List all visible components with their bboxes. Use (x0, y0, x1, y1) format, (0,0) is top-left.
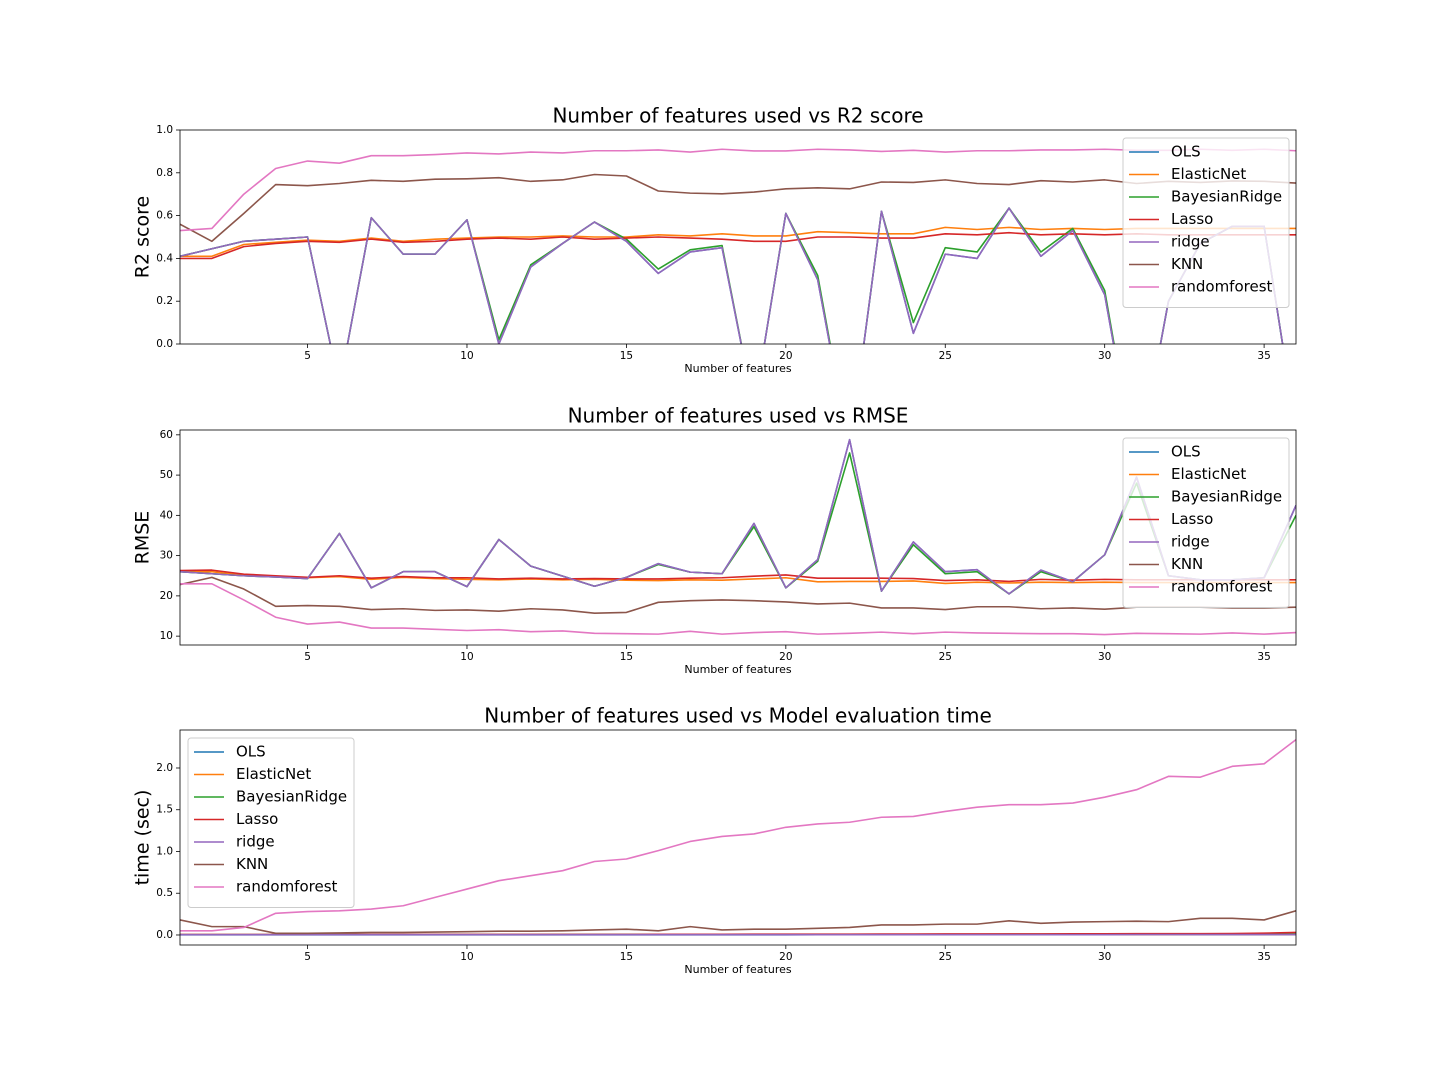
axes-frame (179, 429, 1297, 646)
y-axis-label: time (sec) (132, 790, 154, 886)
y-tick-label: 30 (160, 550, 173, 562)
x-axis-label: Number of features (684, 963, 791, 976)
x-tick-label: 5 (304, 350, 311, 362)
legend-label: ridge (1171, 233, 1210, 251)
legend-label: randomforest (1171, 578, 1273, 596)
axes-frame (179, 129, 1297, 345)
y-tick-label: 10 (160, 630, 173, 642)
y-axis-label: R2 score (132, 196, 154, 278)
x-tick-label: 25 (939, 951, 952, 963)
x-tick-label: 10 (460, 651, 473, 663)
y-tick-label: 20 (160, 590, 173, 602)
subplot: Number of features used vs R2 score Numbe… (132, 104, 1297, 375)
chart-title: Number of features used vs Model evaluat… (484, 704, 992, 728)
legend-label: BayesianRidge (236, 788, 347, 806)
series-line (180, 738, 1296, 932)
x-tick-label: 20 (779, 951, 792, 963)
chart-title: Number of features used vs RMSE (568, 404, 909, 428)
y-tick-label: 0.0 (156, 929, 173, 941)
series-line (180, 576, 1296, 614)
y-tick-label: 0.5 (156, 887, 173, 899)
y-tick-label: 0.0 (156, 338, 173, 350)
axes-frame (179, 729, 1297, 946)
legend-label: ridge (236, 833, 275, 851)
y-tick-label: 0.4 (156, 252, 173, 264)
legend-label: KNN (236, 855, 268, 873)
series-line (180, 910, 1296, 935)
x-axis-label: Number of features (684, 362, 791, 375)
legend-label: ElasticNet (1171, 465, 1246, 483)
x-tick-label: 35 (1257, 350, 1270, 362)
y-tick-label: 1.5 (156, 804, 173, 816)
y-tick-label: 60 (160, 429, 173, 441)
legend-label: KNN (1171, 255, 1203, 273)
legend-box (1122, 437, 1290, 608)
x-tick-label: 20 (779, 651, 792, 663)
x-tick-label: 20 (779, 350, 792, 362)
x-tick-label: 25 (939, 350, 952, 362)
series-line (180, 438, 1296, 595)
y-tick-label: 50 (160, 469, 173, 481)
series-line (180, 583, 1296, 636)
plot-area (180, 148, 1296, 344)
legend-label: BayesianRidge (1171, 488, 1282, 506)
x-tick-label: 15 (620, 350, 633, 362)
legend-label: ElasticNet (1171, 165, 1246, 183)
y-tick-label: 0.6 (156, 210, 173, 222)
y-tick-label: 1.0 (156, 124, 173, 136)
legend-label: ridge (1171, 533, 1210, 551)
legend-label: KNN (1171, 555, 1203, 573)
legend-label: ElasticNet (236, 765, 311, 783)
y-tick-label: 1.0 (156, 845, 173, 857)
legend: OLS ElasticNet BayesianRidge Lasso ridge KNN r… (187, 737, 355, 908)
y-axis-label: RMSE (132, 511, 154, 565)
legend-label: Lasso (236, 810, 278, 828)
x-tick-label: 30 (1098, 350, 1111, 362)
x-tick-label: 10 (460, 951, 473, 963)
legend-label: Lasso (1171, 510, 1213, 528)
chart-title: Number of features used vs R2 score (552, 104, 923, 128)
plot-area (180, 438, 1296, 636)
legend-label: BayesianRidge (1171, 188, 1282, 206)
x-tick-label: 5 (304, 951, 311, 963)
x-tick-label: 15 (620, 651, 633, 663)
y-tick-label: 2.0 (156, 762, 173, 774)
legend-label: OLS (1171, 443, 1201, 461)
y-tick-label: 40 (160, 509, 173, 521)
x-tick-label: 25 (939, 651, 952, 663)
x-tick-label: 15 (620, 951, 633, 963)
y-tick-label: 0.2 (156, 295, 173, 307)
legend: OLS ElasticNet BayesianRidge Lasso ridge KNN r… (1122, 437, 1290, 608)
plot-area (180, 738, 1296, 936)
legend-label: OLS (1171, 143, 1201, 161)
legend-label: randomforest (1171, 278, 1273, 296)
legend-box (1122, 137, 1290, 308)
legend-label: Lasso (1171, 210, 1213, 228)
series-line (180, 148, 1296, 232)
subplot: Number of features used vs RMSE Number of… (132, 404, 1297, 676)
series-line (180, 226, 1296, 258)
x-tick-label: 30 (1098, 951, 1111, 963)
legend: OLS ElasticNet BayesianRidge Lasso ridge KNN r… (1122, 137, 1290, 308)
x-tick-label: 30 (1098, 651, 1111, 663)
series-line (180, 173, 1296, 243)
legend-box (187, 737, 355, 908)
y-tick-label: 0.8 (156, 167, 173, 179)
x-tick-label: 10 (460, 350, 473, 362)
series-line (180, 207, 1284, 344)
x-tick-label: 35 (1257, 951, 1270, 963)
x-tick-label: 35 (1257, 651, 1270, 663)
legend-label: randomforest (236, 878, 338, 896)
series-line (180, 231, 1296, 260)
legend-label: OLS (236, 743, 266, 761)
subplot: Number of features used vs Model evaluat… (132, 704, 1297, 976)
x-axis-label: Number of features (684, 663, 791, 676)
x-tick-label: 5 (304, 651, 311, 663)
